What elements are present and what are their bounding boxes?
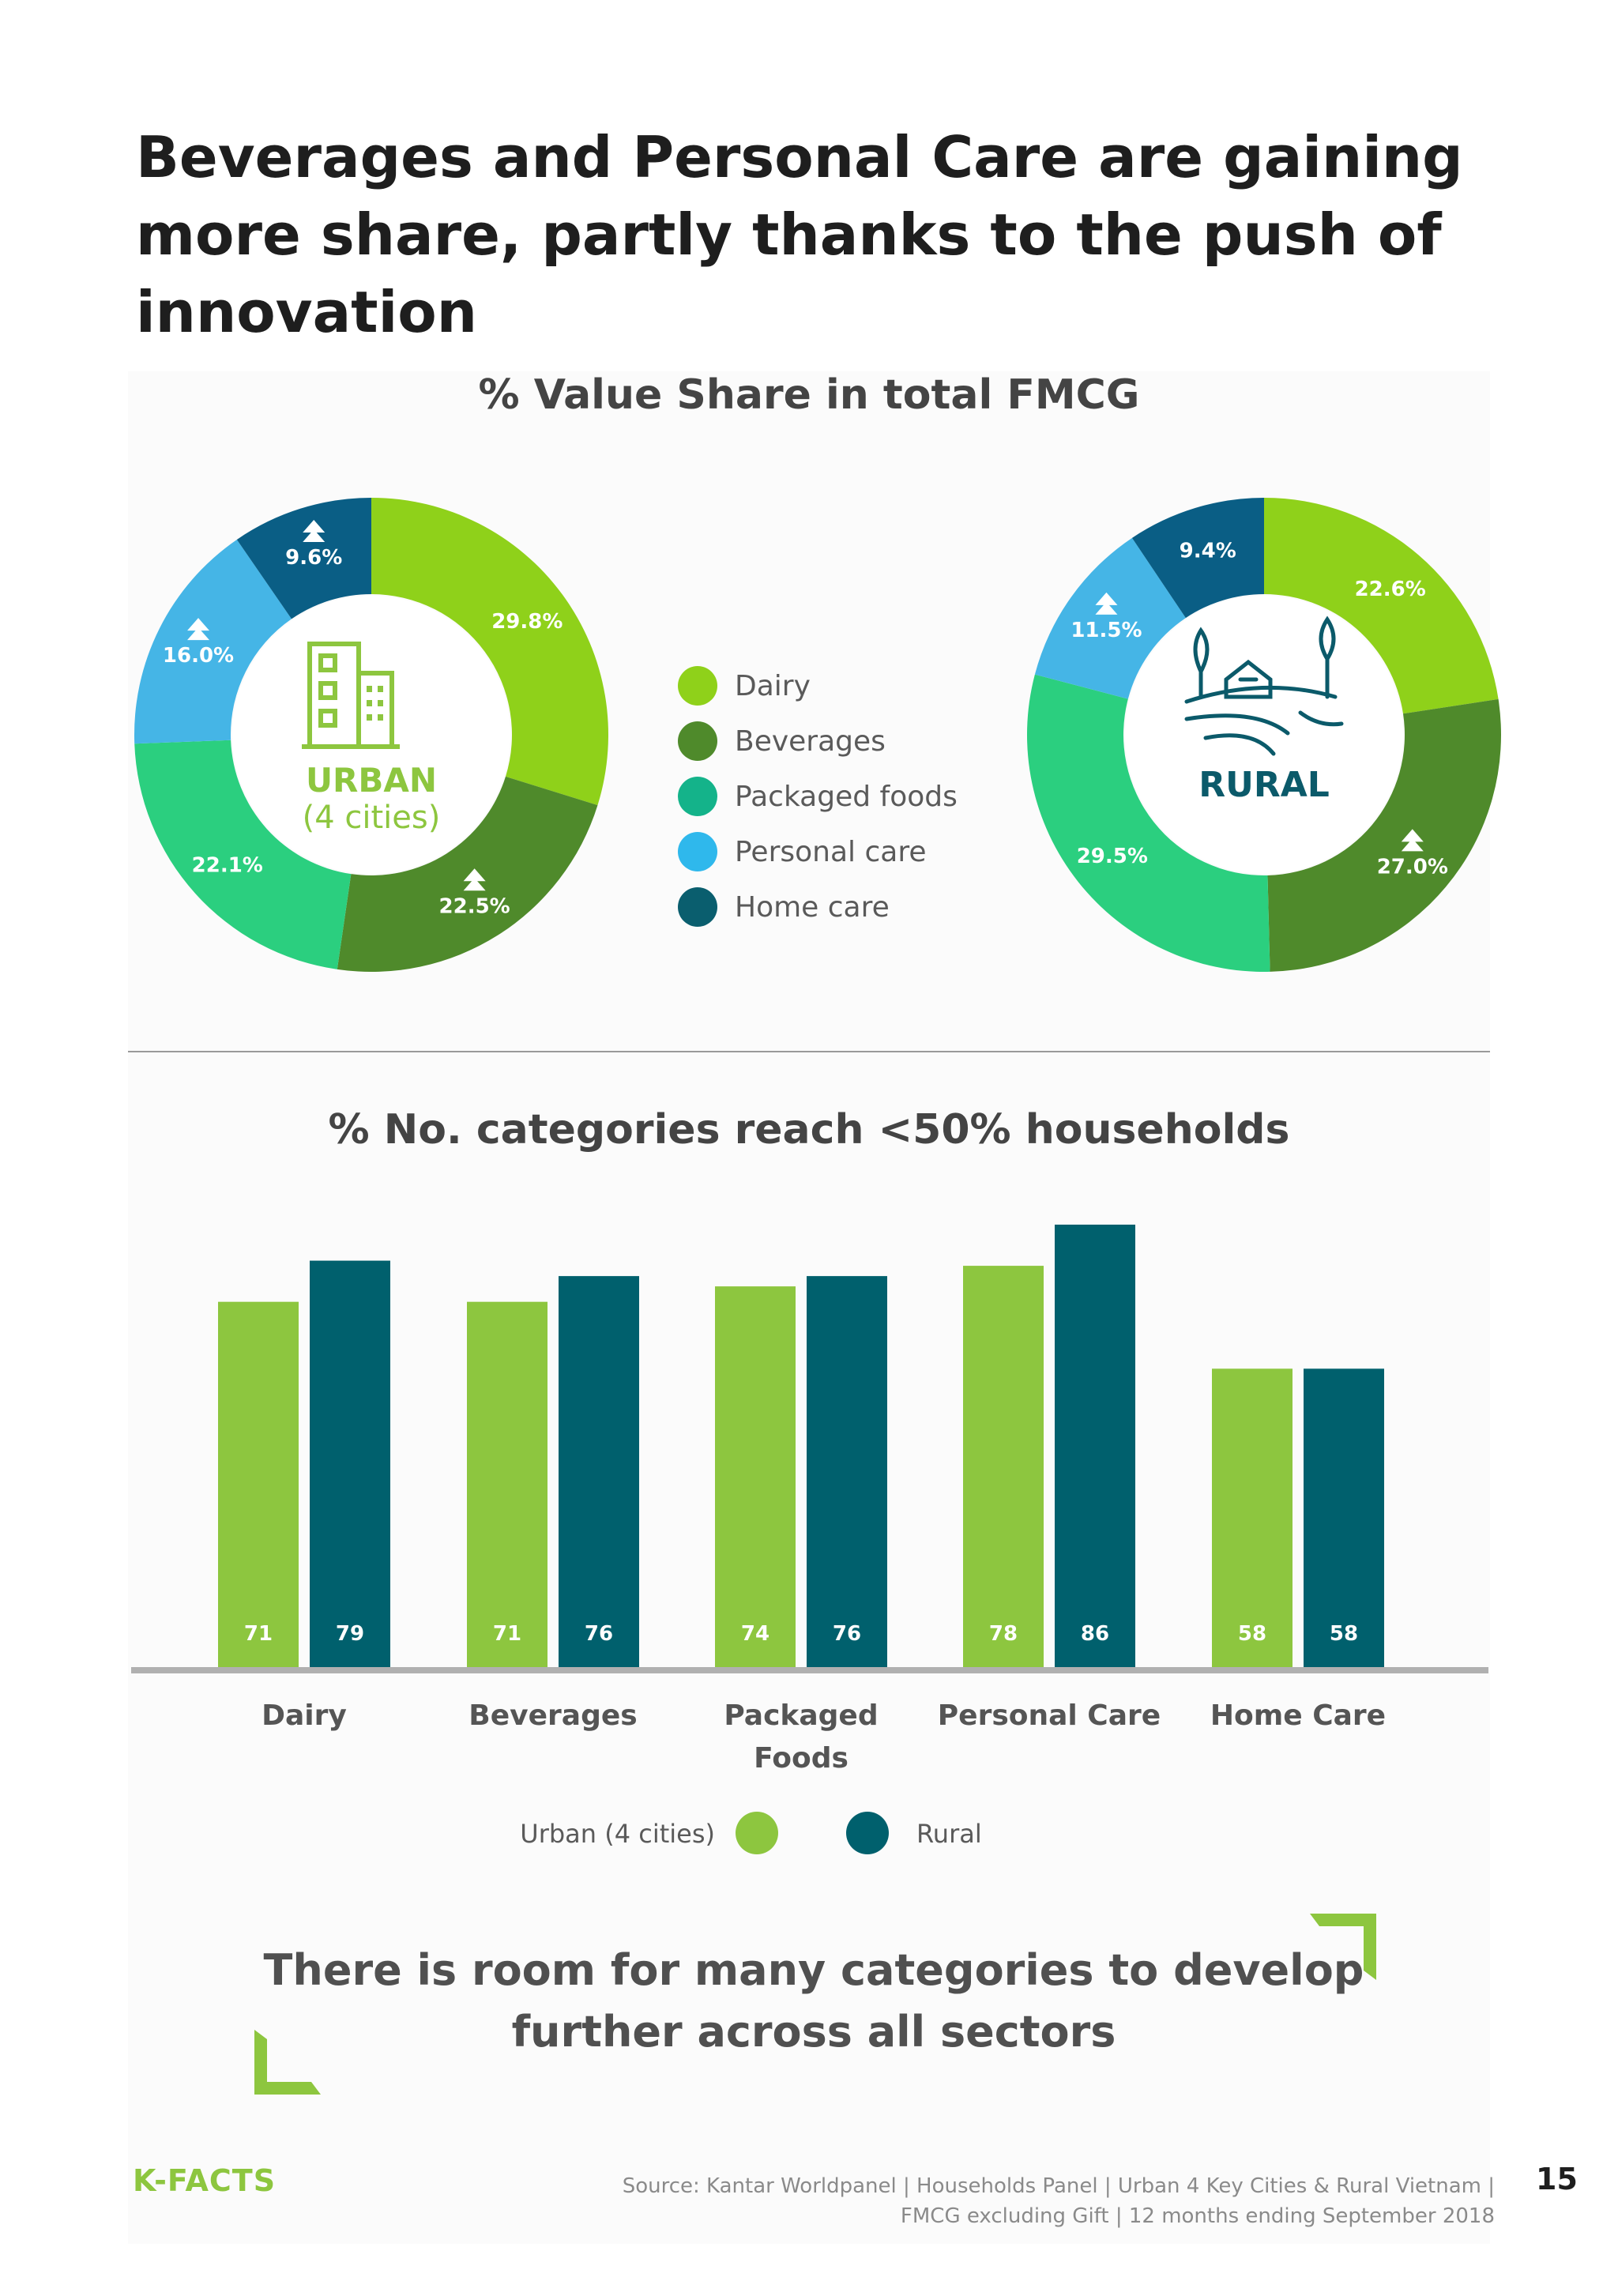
bar-rural xyxy=(559,1276,639,1667)
bar-legend-label-urban: Urban (4 cities) xyxy=(520,1819,715,1849)
trend-up-icon xyxy=(303,520,325,543)
buildings-icon xyxy=(302,642,400,749)
farm-icon xyxy=(1184,615,1344,756)
legend-swatch-home-care xyxy=(678,887,717,927)
bar-urban xyxy=(715,1286,796,1667)
x-tick-label: Beverages xyxy=(468,1699,637,1732)
donut-data-label: 22.1% xyxy=(192,854,263,878)
donut-data-label: 29.8% xyxy=(491,610,563,634)
bar-data-label: 58 xyxy=(1238,1622,1266,1646)
urban-donut-chart: 29.8% 22.5% 22.1% 16.0% 9.6% URBAN(4 cities) xyxy=(134,498,608,972)
bar-rural xyxy=(1055,1225,1135,1667)
bar-urban xyxy=(218,1301,299,1667)
bar-legend-swatch-urban xyxy=(736,1812,778,1854)
legend-item-personal-care: Personal care xyxy=(678,828,927,875)
donut-slice-personal-care xyxy=(1034,537,1186,699)
bar-rural xyxy=(310,1260,390,1667)
urban-center-sublabel: (4 cities) xyxy=(303,800,441,836)
bar-urban xyxy=(1212,1368,1293,1667)
donut-data-label: 11.5% xyxy=(1071,619,1142,642)
source-line-1: Source: Kantar Worldpanel | Households P… xyxy=(622,2174,1495,2198)
bar-urban xyxy=(467,1301,547,1667)
donut-slice-beverages xyxy=(1267,698,1501,972)
legend-swatch-dairy xyxy=(678,666,717,706)
legend-label: Home care xyxy=(735,890,890,924)
donut-slice-home-care xyxy=(236,498,371,619)
bar-legend-swatch-rural xyxy=(846,1812,889,1854)
legend-label: Packaged foods xyxy=(735,780,958,813)
legend-item-dairy: Dairy xyxy=(678,662,811,710)
donut-data-label: 22.5% xyxy=(439,894,510,918)
bar-rural xyxy=(1304,1368,1384,1667)
x-axis-baseline xyxy=(131,1667,1488,1673)
source-note: Source: Kantar Worldpanel | Households P… xyxy=(547,2171,1495,2231)
donut-slice-packaged-foods xyxy=(1027,674,1270,972)
bar-legend-label-rural: Rural xyxy=(916,1819,982,1849)
trend-up-icon xyxy=(1095,592,1118,615)
rural-center-label: RURAL xyxy=(1198,765,1330,805)
donut-slice-beverages xyxy=(337,776,598,972)
donut-slice-dairy xyxy=(1264,498,1499,714)
building-windows xyxy=(367,686,383,721)
trend-up-icon xyxy=(463,868,486,891)
bar-data-label: 76 xyxy=(585,1622,613,1646)
urban-center-label: URBAN xyxy=(306,761,437,800)
x-tick-label: Foods xyxy=(754,1742,849,1775)
donut-slice-packaged-foods xyxy=(134,740,352,969)
bar-data-label: 79 xyxy=(336,1622,364,1646)
legend-item-home-care: Home care xyxy=(678,883,890,931)
bar-rural xyxy=(807,1276,887,1667)
donut-data-label: 27.0% xyxy=(1377,855,1448,879)
bar-data-label: 78 xyxy=(989,1622,1018,1646)
x-tick-label: Dairy xyxy=(262,1699,347,1732)
bar-data-label: 71 xyxy=(244,1622,273,1646)
corner-bracket-bottom-left xyxy=(254,2030,321,2095)
bar-section-title: % No. categories reach <50% households xyxy=(328,1106,1290,1154)
bar-data-label: 86 xyxy=(1081,1622,1109,1646)
legend-swatch-beverages xyxy=(678,721,717,761)
donut-section-title: % Value Share in total FMCG xyxy=(478,371,1140,419)
donut-data-label: 9.6% xyxy=(285,546,342,570)
bar-data-label: 58 xyxy=(1330,1622,1358,1646)
donut-center xyxy=(232,596,510,874)
legend-swatch-personal-care xyxy=(678,832,717,871)
categories-bar-chart: 71 79 Dairy 71 76 Beverages 74 76 Packaged Foods 7… xyxy=(131,1225,1488,1854)
page-number: 15 xyxy=(1536,2162,1578,2196)
bar-urban xyxy=(963,1266,1044,1667)
donut-data-label: 22.6% xyxy=(1355,578,1426,601)
donut-data-label: 16.0% xyxy=(163,644,234,668)
legend-label: Personal care xyxy=(735,835,927,868)
bar-data-label: 71 xyxy=(493,1622,521,1646)
donut-slice-dairy xyxy=(371,498,608,806)
x-tick-label: Personal Care xyxy=(938,1699,1161,1732)
corner-bracket-top-right xyxy=(1310,1914,1376,1980)
donut-slice-home-care xyxy=(1131,498,1264,619)
bar-data-label: 76 xyxy=(833,1622,861,1646)
trend-up-icon xyxy=(187,618,210,641)
donut-slice-personal-care xyxy=(134,539,292,744)
x-tick-label: Home Care xyxy=(1210,1699,1386,1732)
legend-label: Beverages xyxy=(735,725,886,758)
x-tick-label: Packaged xyxy=(724,1699,878,1732)
rural-donut-chart: 22.6% 27.0% 29.5% 11.5% 9.4% RURAL xyxy=(1027,498,1501,972)
tagline: There is room for many categories to dev… xyxy=(263,1945,1364,2057)
page-title: Beverages and Personal Care are gaining … xyxy=(136,124,1463,345)
legend-label: Dairy xyxy=(735,669,811,702)
legend-swatch-packaged-foods xyxy=(678,777,717,816)
source-line-2: FMCG excluding Gift | 12 months ending S… xyxy=(900,2204,1495,2228)
trend-up-icon xyxy=(1401,829,1424,852)
donut-data-label: 9.4% xyxy=(1180,540,1236,563)
section-divider xyxy=(128,1051,1490,1052)
legend-item-beverages: Beverages xyxy=(678,717,886,765)
donut-data-label: 29.5% xyxy=(1077,845,1148,868)
brand-logo: K-FACTS xyxy=(133,2163,277,2198)
bar-data-label: 74 xyxy=(741,1622,769,1646)
legend-item-packaged-foods: Packaged foods xyxy=(678,773,958,820)
donut-center xyxy=(1125,596,1403,874)
